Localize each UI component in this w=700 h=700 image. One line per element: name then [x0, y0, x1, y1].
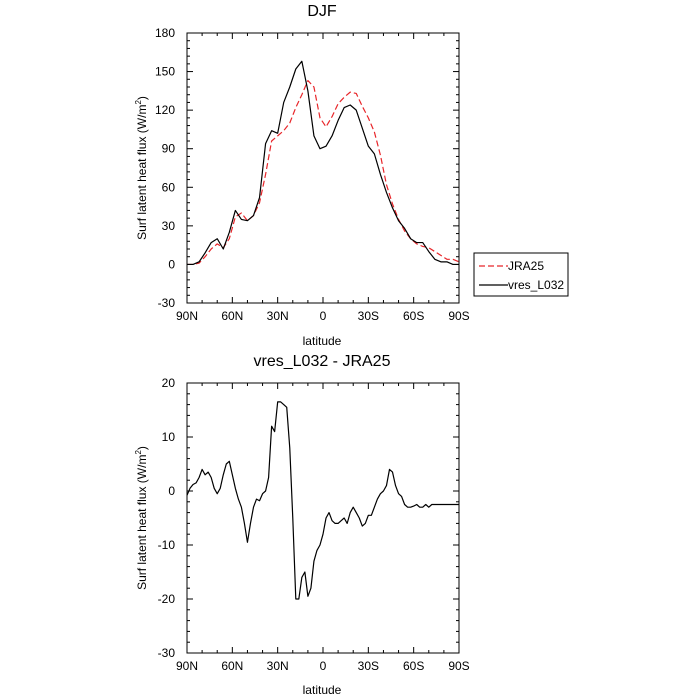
x-tick-label: 90N [176, 659, 198, 673]
x-axis-label: latitude [303, 683, 342, 697]
x-tick-label: 30S [358, 659, 379, 673]
x-tick-label: 90S [448, 659, 469, 673]
x-axis-label: latitude [303, 334, 342, 348]
y-axis-label-sup: 2 [134, 450, 143, 455]
panel-djf: DJF 90N 60N 30N 0 30S 60S 90S -30 0 30 60 90 120 150… [134, 3, 569, 348]
x-tick-label: 30N [267, 659, 289, 673]
chart-title: vres_L032 - JRA25 [254, 353, 391, 370]
y-tick-label: -10 [158, 538, 176, 552]
series-lines [187, 60, 460, 266]
legend-label-vres: vres_L032 [508, 278, 564, 292]
plot-frame [186, 382, 460, 654]
x-ticks: 90N 60N 30N 0 30S 60S 90S [176, 383, 470, 673]
y-tick-label: 0 [168, 484, 175, 498]
x-tick-label: 90S [448, 309, 469, 323]
legend-label-jra25: JRA25 [508, 259, 544, 273]
x-tick-label: 0 [320, 309, 327, 323]
y-axis-label-main: Surf latent heat flux (W/m [135, 105, 149, 240]
y-tick-label: 150 [155, 65, 175, 79]
x-ticks: 90N 60N 30N 0 30S 60S 90S [176, 33, 470, 323]
x-tick-label: 0 [320, 659, 327, 673]
y-axis-label: Surf latent heat flux (W/m2) [134, 446, 149, 590]
panel-difference: vres_L032 - JRA25 90N 60N 30N 0 30S 60S 90S -3… [134, 353, 470, 697]
x-tick-label: 30S [358, 309, 379, 323]
y-ticks: -30 -20 -10 0 10 20 [158, 376, 459, 660]
y-tick-label: 90 [162, 142, 176, 156]
x-tick-label: 60S [403, 659, 424, 673]
y-axis-label-main: Surf latent heat flux (W/m [135, 455, 149, 590]
y-tick-label: 180 [155, 26, 175, 40]
y-tick-label: 20 [162, 376, 176, 390]
y-tick-label: -20 [158, 592, 176, 606]
y-axis-label-end: ) [135, 96, 149, 100]
x-tick-label: 60N [221, 309, 243, 323]
plot-frame [186, 32, 460, 304]
series-line-1 [187, 60, 459, 266]
x-tick-label: 60N [221, 659, 243, 673]
chart-title: DJF [307, 3, 337, 20]
y-tick-label: -30 [158, 646, 176, 660]
legend-box [473, 252, 569, 297]
y-tick-label: 30 [162, 219, 176, 233]
y-tick-label: 10 [162, 430, 176, 444]
y-tick-label: 120 [155, 103, 175, 117]
y-axis-label-sup: 2 [134, 100, 143, 105]
y-tick-label: -30 [158, 296, 176, 310]
series-lines [186, 401, 459, 600]
x-tick-label: 90N [176, 309, 198, 323]
y-axis-label-end: ) [135, 446, 149, 450]
y-axis-label: Surf latent heat flux (W/m2) [134, 96, 149, 240]
y-ticks: -30 0 30 60 90 120 150 180 [155, 26, 459, 310]
y-tick-label: 0 [168, 257, 175, 271]
x-tick-label: 30N [267, 309, 289, 323]
x-tick-label: 60S [403, 309, 424, 323]
legend: JRA25 vres_L032 [473, 252, 569, 297]
series-line-0 [186, 401, 459, 600]
y-tick-label: 60 [162, 180, 176, 194]
